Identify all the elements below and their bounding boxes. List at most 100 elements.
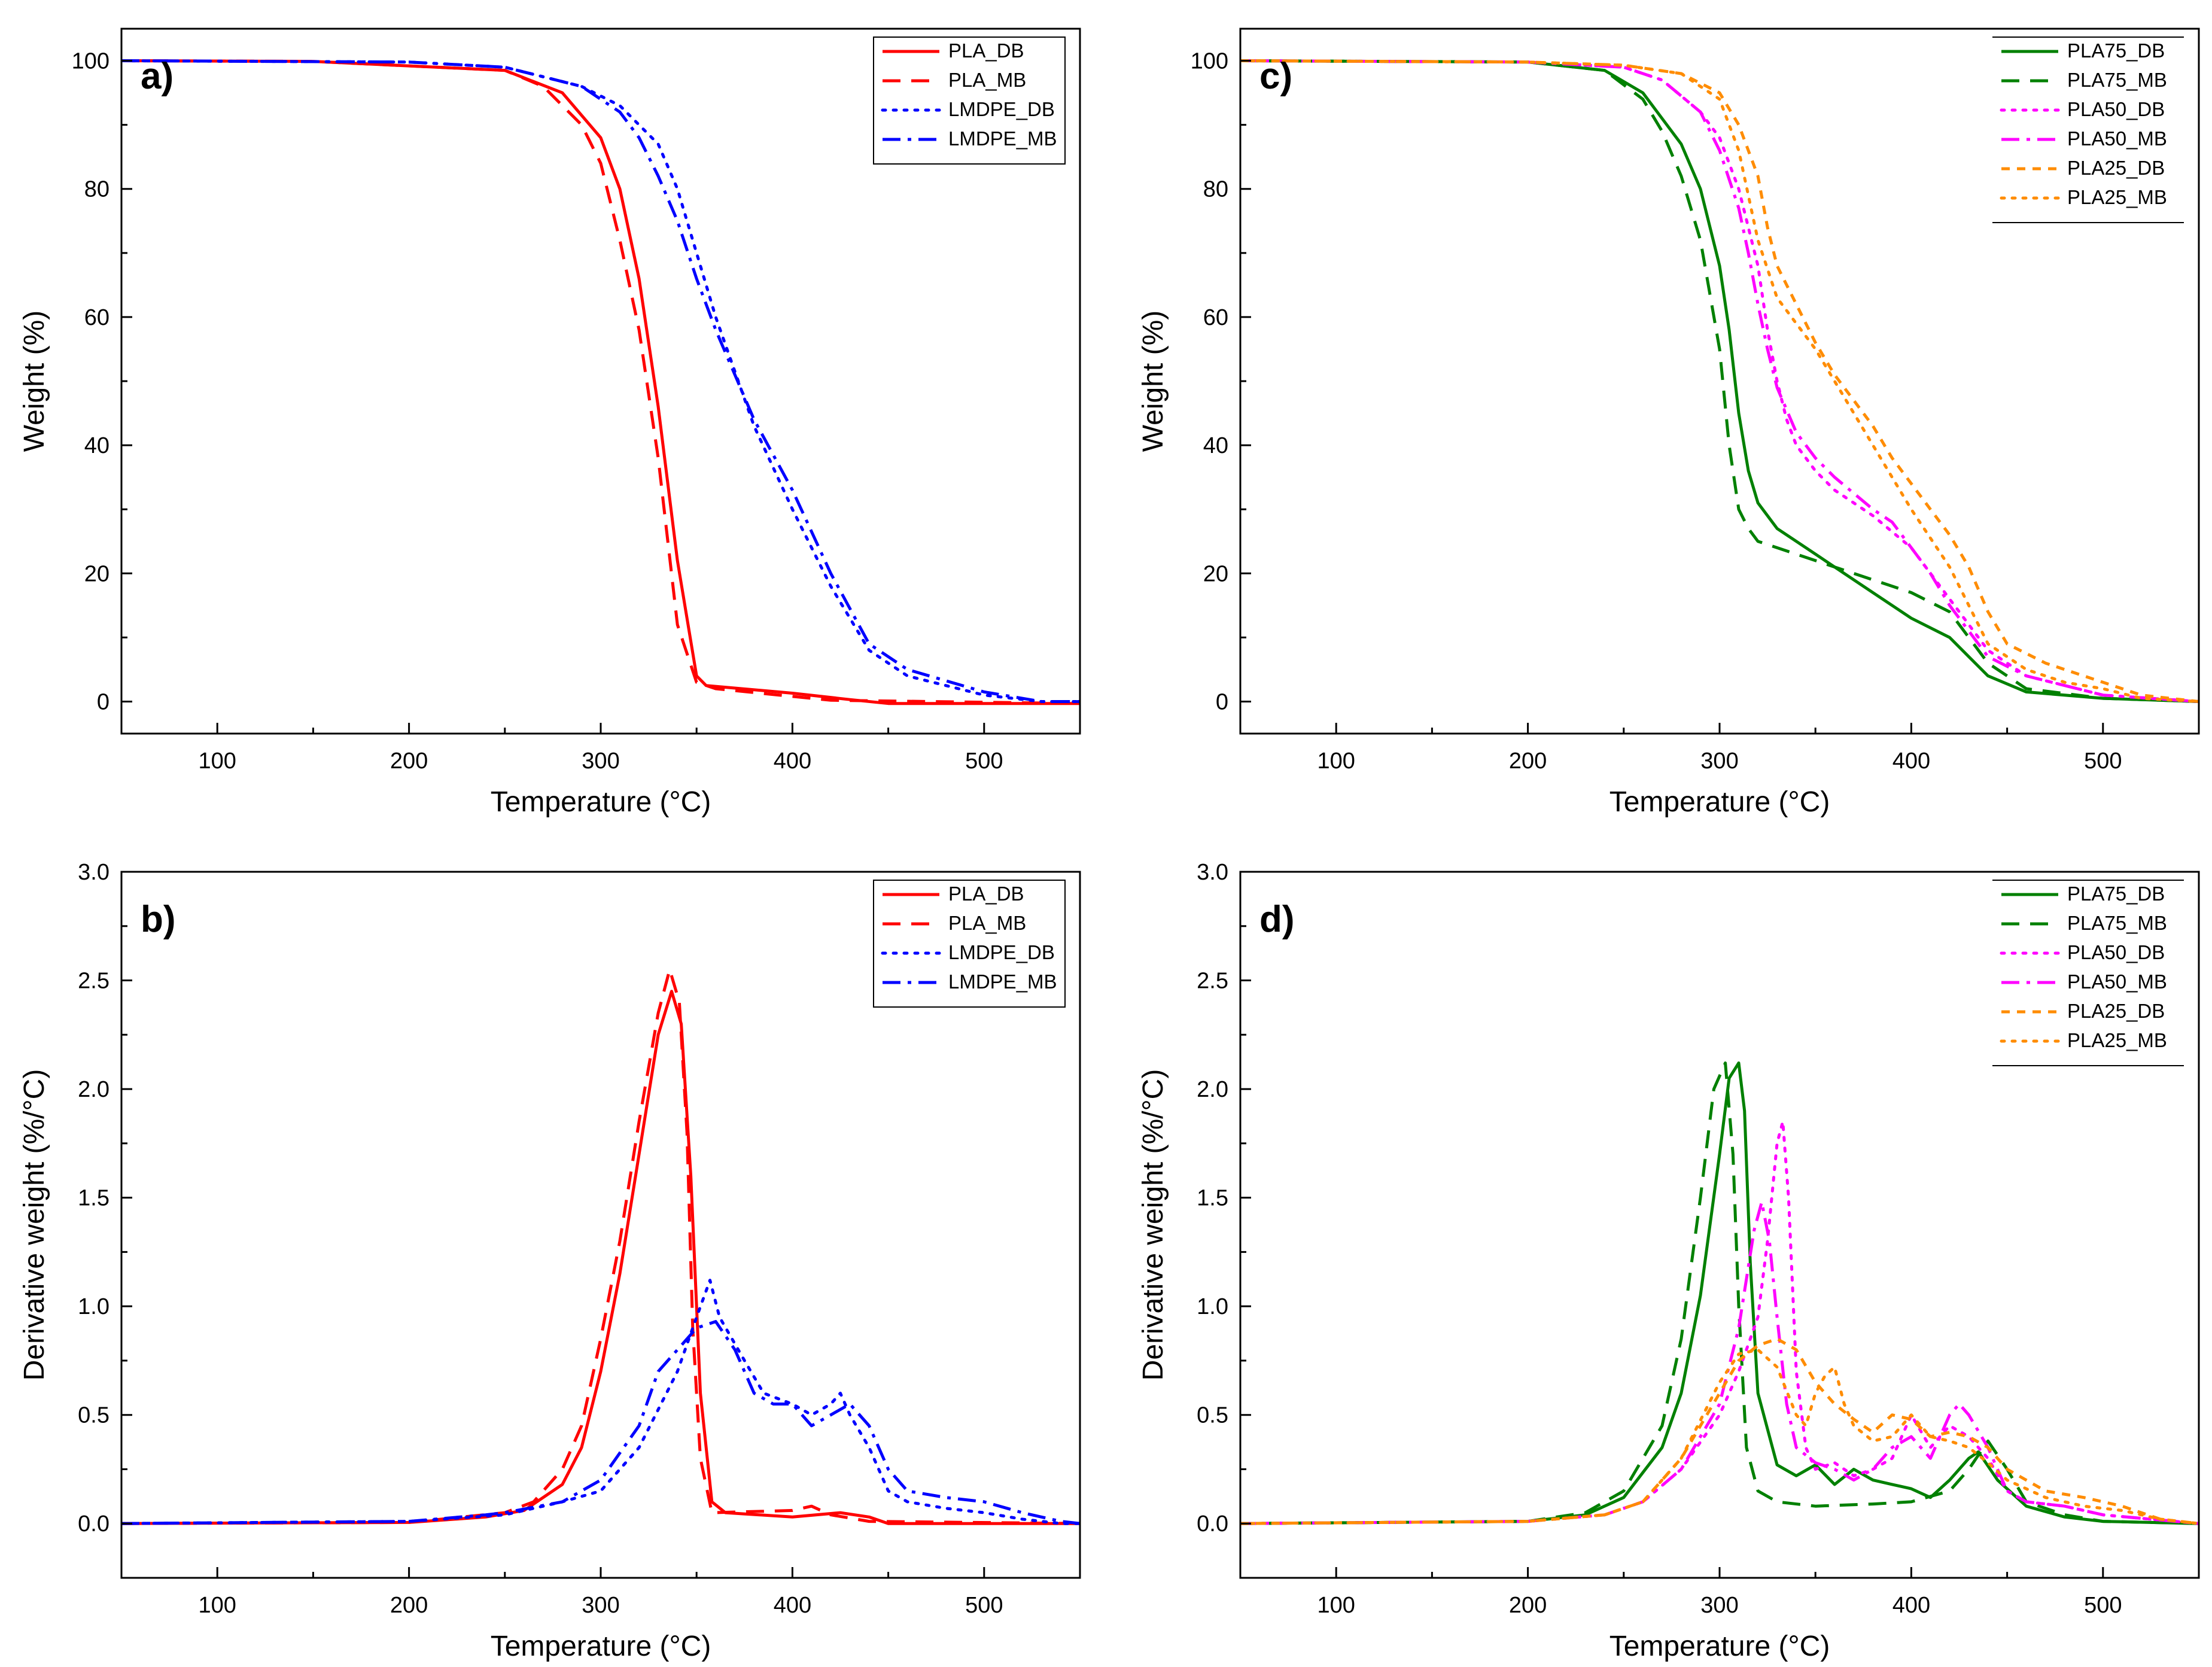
x-tick-label: 400	[774, 1593, 811, 1618]
legend-label: PLA75_DB	[2067, 883, 2165, 905]
y-tick-label: 2.5	[78, 969, 109, 994]
y-tick-label: 2.0	[78, 1077, 109, 1102]
legend-label: LMDPE_DB	[948, 98, 1055, 120]
series-line-pla50-mb	[1240, 1200, 2199, 1525]
series-line-lmdpe-db	[121, 59, 1080, 703]
panel-label: b)	[141, 899, 176, 940]
y-tick-label: 20	[84, 561, 109, 586]
y-axis-title: Weight (%)	[1137, 311, 1169, 452]
legend-label: PLA50_MB	[2067, 127, 2167, 150]
x-tick-label: 500	[965, 749, 1003, 774]
legend-label: PLA_DB	[948, 39, 1024, 62]
y-tick-label: 1.0	[1197, 1294, 1228, 1319]
y-tick-label: 100	[72, 49, 109, 74]
x-tick-label: 200	[390, 1593, 428, 1618]
legend-label: PLA50_DB	[2067, 941, 2165, 963]
series-line-pla75-db	[1240, 59, 2199, 703]
series-line-pla75-db	[1240, 1061, 2199, 1525]
series-line-pla75-mb	[1240, 59, 2199, 703]
legend-box	[873, 36, 1066, 165]
series-line-lmdpe-mb	[121, 1320, 1080, 1525]
y-tick-label: 3.0	[1197, 860, 1228, 885]
legend-label: PLA75_DB	[2067, 39, 2165, 62]
series-line-lmdpe-mb	[121, 59, 1080, 703]
legend-label: PLA_MB	[948, 912, 1026, 934]
legend-label: PLA25_MB	[2067, 1029, 2167, 1051]
x-tick-label: 300	[1700, 749, 1738, 774]
x-tick-label: 500	[965, 1593, 1003, 1618]
y-tick-label: 0	[97, 689, 109, 714]
series-line-pla-mb	[121, 968, 1080, 1525]
series-line-pla50-db	[1240, 59, 2199, 703]
x-tick-label: 200	[1509, 749, 1547, 774]
x-axis-title: Temperature (°C)	[491, 1631, 711, 1662]
x-axis-title: Temperature (°C)	[1609, 1631, 1830, 1662]
series-line-pla50-mb	[1240, 59, 2199, 703]
series-group	[121, 59, 1080, 705]
series-line-pla25-db	[1240, 59, 2199, 703]
legend: PLA75_DB PLA75_MB PLA50_DB PLA50_MB PLA25_DB…	[1992, 36, 2184, 223]
y-tick-label: 0	[1216, 689, 1228, 714]
y-tick-label: 0.0	[1197, 1511, 1228, 1537]
legend: PLA_DB PLA_MB LMDPE_DB LMDPE_MB	[873, 880, 1066, 1008]
y-tick-label: 40	[1203, 433, 1228, 458]
x-tick-label: 100	[1317, 1593, 1355, 1618]
panel-a: 100 200 300 400 500 0 20 40 60 80 100 Temperature (…	[19, 28, 1081, 818]
legend-label: PLA25_DB	[2067, 157, 2165, 179]
y-tick-label: 40	[84, 433, 109, 458]
y-tick-label: 3.0	[78, 860, 109, 885]
plot-frame	[1239, 28, 2200, 735]
legend-label: PLA25_MB	[2067, 186, 2167, 208]
x-tick-label: 200	[390, 749, 428, 774]
series-line-pla25-db	[1240, 1337, 2199, 1525]
y-tick-label: 2.0	[1197, 1077, 1228, 1102]
panel-c: 100 200 300 400 500 0 20 40 60 80 100 Temperature (…	[1137, 28, 2200, 818]
legend-label: PLA_MB	[948, 69, 1026, 91]
x-tick-label: 500	[2084, 1593, 2122, 1618]
y-tick-label: 1.0	[78, 1294, 109, 1319]
legend-label: PLA75_MB	[2067, 69, 2167, 91]
series-group	[1240, 59, 2199, 703]
x-tick-label: 300	[1700, 1593, 1738, 1618]
panel-label: d)	[1259, 899, 1295, 940]
legend: PLA75_DB PLA75_MB PLA50_DB PLA50_MB PLA25_DB…	[1992, 880, 2184, 1066]
x-tick-label: 100	[198, 749, 236, 774]
legend-label: LMDPE_MB	[948, 971, 1057, 993]
series-line-pla-mb	[121, 59, 1080, 705]
x-tick-label: 200	[1509, 1593, 1547, 1618]
x-tick-label: 500	[2084, 749, 2122, 774]
legend-label: PLA25_DB	[2067, 1000, 2165, 1022]
series-line-pla-db	[121, 990, 1080, 1525]
legend: PLA_DB PLA_MB LMDPE_DB LMDPE_MB	[873, 36, 1066, 165]
series-line-pla25-mb	[1240, 1348, 2199, 1525]
panel-label: a)	[141, 56, 174, 97]
x-tick-label: 300	[582, 749, 619, 774]
x-tick-label: 100	[1317, 749, 1355, 774]
y-tick-label: 2.5	[1197, 969, 1228, 994]
series-line-pla75-mb	[1240, 1061, 2199, 1525]
y-tick-label: 60	[84, 305, 109, 330]
legend-label: LMDPE_MB	[948, 127, 1057, 150]
y-axis-title: Derivative weight (%/°C)	[19, 1069, 50, 1381]
x-tick-label: 300	[582, 1593, 619, 1618]
y-axis-title: Weight (%)	[19, 311, 50, 452]
x-tick-label: 400	[1892, 1593, 1930, 1618]
panel-label: c)	[1259, 56, 1292, 97]
x-tick-label: 100	[198, 1593, 236, 1618]
y-axis-title: Derivative weight (%/°C)	[1137, 1069, 1169, 1381]
x-axis-title: Temperature (°C)	[1609, 786, 1830, 818]
y-tick-label: 100	[1191, 49, 1228, 74]
legend-box	[873, 880, 1066, 1008]
y-tick-label: 0.5	[78, 1403, 109, 1428]
series-group	[121, 968, 1080, 1525]
y-tick-label: 0.0	[78, 1511, 109, 1537]
panel-d: 100 200 300 400 500 0.0 0.5 1.0 1.5 2.0 2.5 3.0 Temp…	[1137, 860, 2200, 1662]
y-tick-label: 80	[84, 177, 109, 202]
series-line-pla50-db	[1240, 1120, 2199, 1525]
y-tick-label: 1.5	[1197, 1186, 1228, 1211]
series-group	[1240, 1061, 2199, 1525]
legend-label: PLA_DB	[948, 883, 1024, 905]
legend-label: PLA50_MB	[2067, 971, 2167, 993]
y-tick-label: 60	[1203, 305, 1228, 330]
